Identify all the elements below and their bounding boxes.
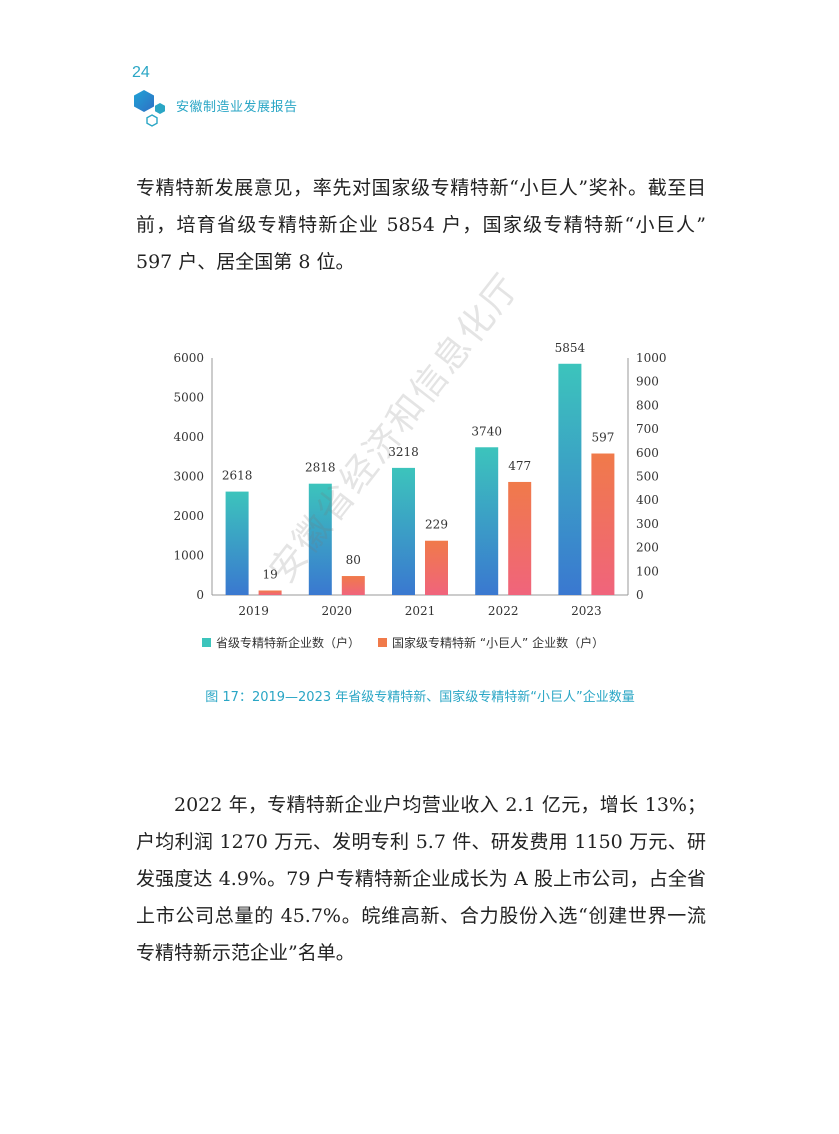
bar-provincial-2021 (392, 467, 415, 595)
left-axis-tick-label: 1000 (173, 549, 204, 563)
legend-item-provincial: 省级专精特新企业数（户） (202, 634, 360, 651)
right-axis-tick-label: 300 (636, 517, 659, 531)
x-axis-tick-label-2022: 2022 (488, 604, 519, 618)
bar-national-2021 (425, 540, 448, 595)
data-label-national-2019: 19 (262, 567, 277, 581)
bar-national-2020 (341, 576, 365, 595)
report-title: 安徽制造业发展报告 (176, 100, 298, 115)
right-axis-tick-label: 100 (636, 564, 659, 578)
left-axis-tick-label: 3000 (173, 470, 204, 484)
data-label-provincial-2020: 2818 (305, 461, 336, 475)
right-axis-tick-label: 400 (636, 493, 659, 507)
legend-swatch-provincial (202, 638, 211, 647)
figure-caption: 图 17：2019—2023 年省级专精特新、国家级专精特新“小巨人”企业数量 (205, 690, 635, 705)
hexagon-cluster-icon (134, 90, 165, 127)
right-axis-tick-label: 500 (636, 470, 659, 484)
right-axis-tick-label: 800 (636, 398, 659, 412)
bar-provincial-2019 (225, 491, 249, 595)
legend-label-provincial: 省级专精特新企业数（户） (216, 636, 361, 650)
page-number: 24 (132, 64, 150, 81)
x-axis-tick-label-2021: 2021 (405, 604, 436, 618)
left-axis-tick-label: 6000 (173, 351, 204, 365)
right-axis-tick-label: 1000 (636, 351, 667, 365)
bar-national-2019 (258, 590, 282, 595)
data-label-national-2023: 597 (591, 431, 614, 445)
left-axis-tick-label: 5000 (173, 391, 204, 405)
right-axis-tick-label: 900 (636, 375, 659, 389)
legend-swatch-national (378, 638, 388, 647)
right-axis-tick-label: 200 (636, 541, 659, 555)
data-label-provincial-2021: 3218 (388, 445, 419, 459)
x-axis-tick-label-2020: 2020 (322, 604, 353, 618)
left-axis-tick-label: 0 (196, 588, 204, 602)
data-label-national-2020: 80 (346, 553, 361, 567)
x-axis-tick-label-2019: 2019 (238, 604, 269, 618)
paragraph-second: 2022 年，专精特新企业户均营业收入 2.1 亿元，增长 13%；户均利润 1… (136, 794, 706, 964)
data-label-national-2022: 477 (508, 459, 531, 473)
left-axis-tick-label: 2000 (173, 509, 204, 523)
data-label-national-2021: 229 (425, 518, 448, 532)
legend-item-national: 国家级专精特新 “小巨人” 企业数（户） (378, 634, 604, 651)
bar-national-2023 (591, 453, 615, 595)
chart-legend: 省级专精特新企业数（户） 国家级专精特新 “小巨人” 企业数（户） (202, 634, 622, 651)
right-axis-tick-label: 700 (636, 422, 659, 436)
bar-provincial-2023 (558, 363, 582, 595)
data-label-provincial-2023: 5854 (555, 341, 586, 355)
legend-label-national: 国家级专精特新 “小巨人” 企业数（户） (392, 636, 605, 650)
right-axis-tick-label: 0 (636, 588, 644, 602)
right-axis-tick-label: 600 (636, 446, 659, 460)
paragraph-first: 专精特新发展意见，率先对国家级专精特新“小巨人”奖补。截至目前，培育省级专精特新… (136, 177, 706, 273)
left-axis-tick-label: 4000 (173, 430, 204, 444)
data-label-provincial-2022: 3740 (471, 424, 502, 438)
x-axis-tick-label-2023: 2023 (571, 604, 602, 618)
enterprise-count-chart: 0 1000 2000 3000 4000 5000 6000 0 100 200 300 400 5… (173, 341, 667, 618)
bar-provincial-2022 (475, 447, 499, 595)
data-label-provincial-2019: 2618 (222, 469, 253, 483)
bar-national-2022 (508, 481, 532, 595)
bar-provincial-2020 (308, 483, 332, 595)
